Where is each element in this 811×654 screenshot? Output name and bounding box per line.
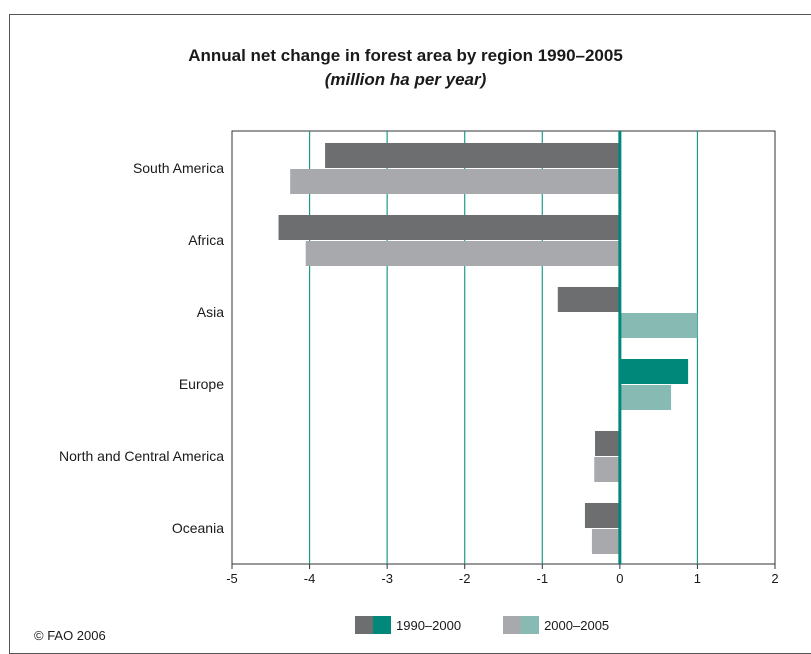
bar-1: [278, 215, 620, 240]
bar-1: [595, 431, 620, 456]
legend-item-series-1: 1990–2000: [355, 616, 461, 634]
x-tick-label: 1: [694, 571, 701, 586]
bar-2: [619, 385, 672, 410]
bar-2: [305, 241, 620, 266]
legend-swatch-negative: [503, 616, 522, 634]
bar-2: [594, 457, 620, 482]
legend-label: 1990–2000: [396, 617, 462, 633]
category-label: Africa: [188, 232, 224, 248]
bar-1: [325, 143, 620, 168]
legend-swatch-positive: [373, 616, 391, 634]
x-tick-label: -4: [304, 571, 316, 586]
x-tick-label: 2: [771, 571, 778, 586]
bar-2: [290, 169, 620, 194]
x-tick-label: -2: [459, 571, 471, 586]
legend-swatch-negative: [355, 616, 373, 634]
bar-1: [619, 359, 689, 384]
bar-1: [557, 287, 620, 312]
bar-1: [584, 503, 620, 528]
chart-legend: 1990–2000 2000–2005: [355, 616, 651, 634]
category-label: North and Central America: [59, 448, 224, 464]
chart-subtitle: (million ha per year): [324, 70, 487, 89]
category-label: Europe: [179, 376, 224, 392]
x-tick-label: -5: [226, 571, 238, 586]
category-label: Asia: [197, 304, 224, 320]
copyright-text: © FAO 2006: [34, 628, 106, 643]
legend-swatch-positive: [521, 616, 540, 634]
x-tick-label: -3: [381, 571, 393, 586]
x-tick-label: -1: [537, 571, 549, 586]
plot-area: [231, 130, 776, 565]
x-tick-label: 0: [616, 571, 623, 586]
bar-2: [619, 313, 698, 338]
category-label: Oceania: [172, 520, 224, 536]
category-label: South America: [133, 160, 224, 176]
legend-item-series-2: 2000–2005: [503, 616, 609, 634]
chart-title: Annual net change in forest area by regi…: [188, 46, 623, 65]
bar-2: [591, 529, 620, 554]
legend-label: 2000–2005: [544, 617, 610, 633]
